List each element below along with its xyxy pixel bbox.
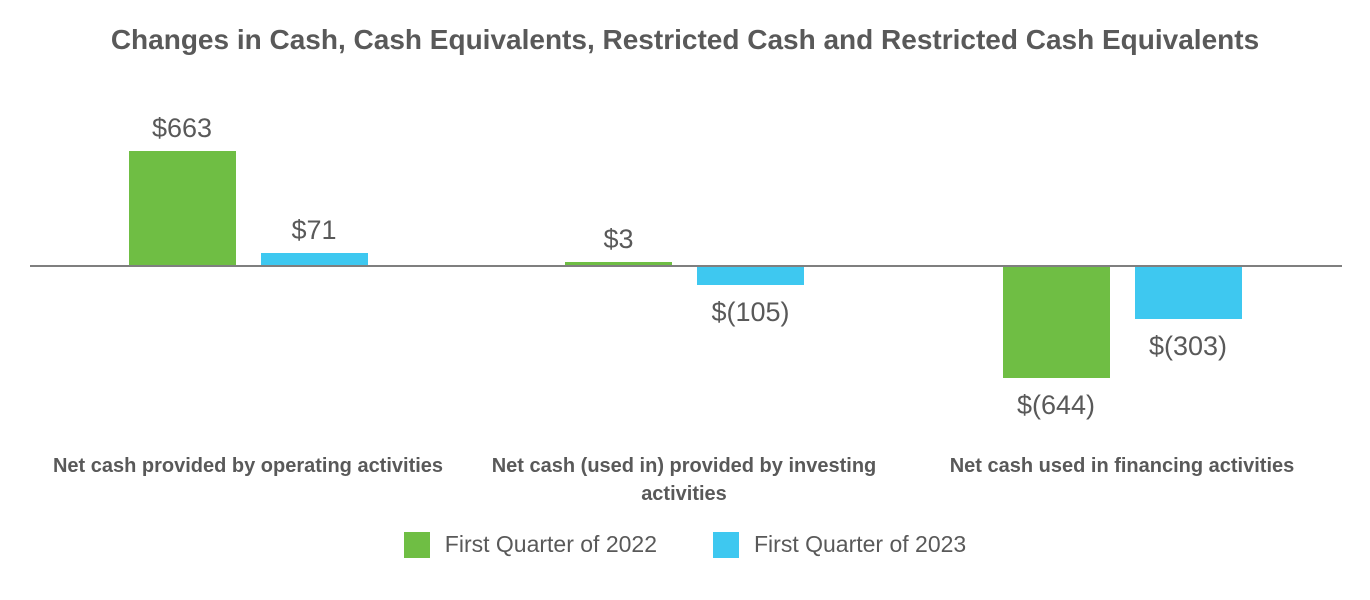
legend-item-2023: First Quarter of 2023	[713, 531, 966, 558]
category-label-financing: Net cash used in financing activities	[949, 455, 1295, 477]
value-label: $71	[291, 214, 337, 245]
category-label-investing: Net cash (used in) provided by investing…	[491, 455, 877, 505]
bar-q2023-group3	[1134, 267, 1242, 320]
bar-q2022-group3	[1002, 267, 1110, 378]
bar-q2023-group1	[260, 252, 368, 265]
bar-q2022-group1	[128, 150, 236, 265]
legend-label-2022: First Quarter of 2022	[444, 531, 657, 557]
value-label: $(644)	[1016, 389, 1096, 420]
bar-q2023-group2	[697, 267, 804, 286]
legend: First Quarter of 2022 First Quarter of 2…	[0, 531, 1370, 558]
legend-swatch-2022	[403, 531, 430, 558]
legend-item-2022: First Quarter of 2022	[403, 531, 657, 558]
value-label: $(105)	[711, 297, 790, 328]
value-label: $(303)	[1148, 331, 1228, 362]
value-label: $3	[603, 224, 634, 254]
legend-label-2023: First Quarter of 2023	[754, 531, 967, 557]
bar-q2022-group2	[565, 262, 672, 265]
legend-swatch-2023	[713, 531, 739, 558]
chart-title: Changes in Cash, Cash Equivalents, Restr…	[110, 24, 1260, 55]
value-label: $663	[151, 112, 213, 143]
x-axis-line	[30, 265, 1342, 267]
category-label-operating: Net cash provided by operating activitie…	[52, 455, 444, 477]
